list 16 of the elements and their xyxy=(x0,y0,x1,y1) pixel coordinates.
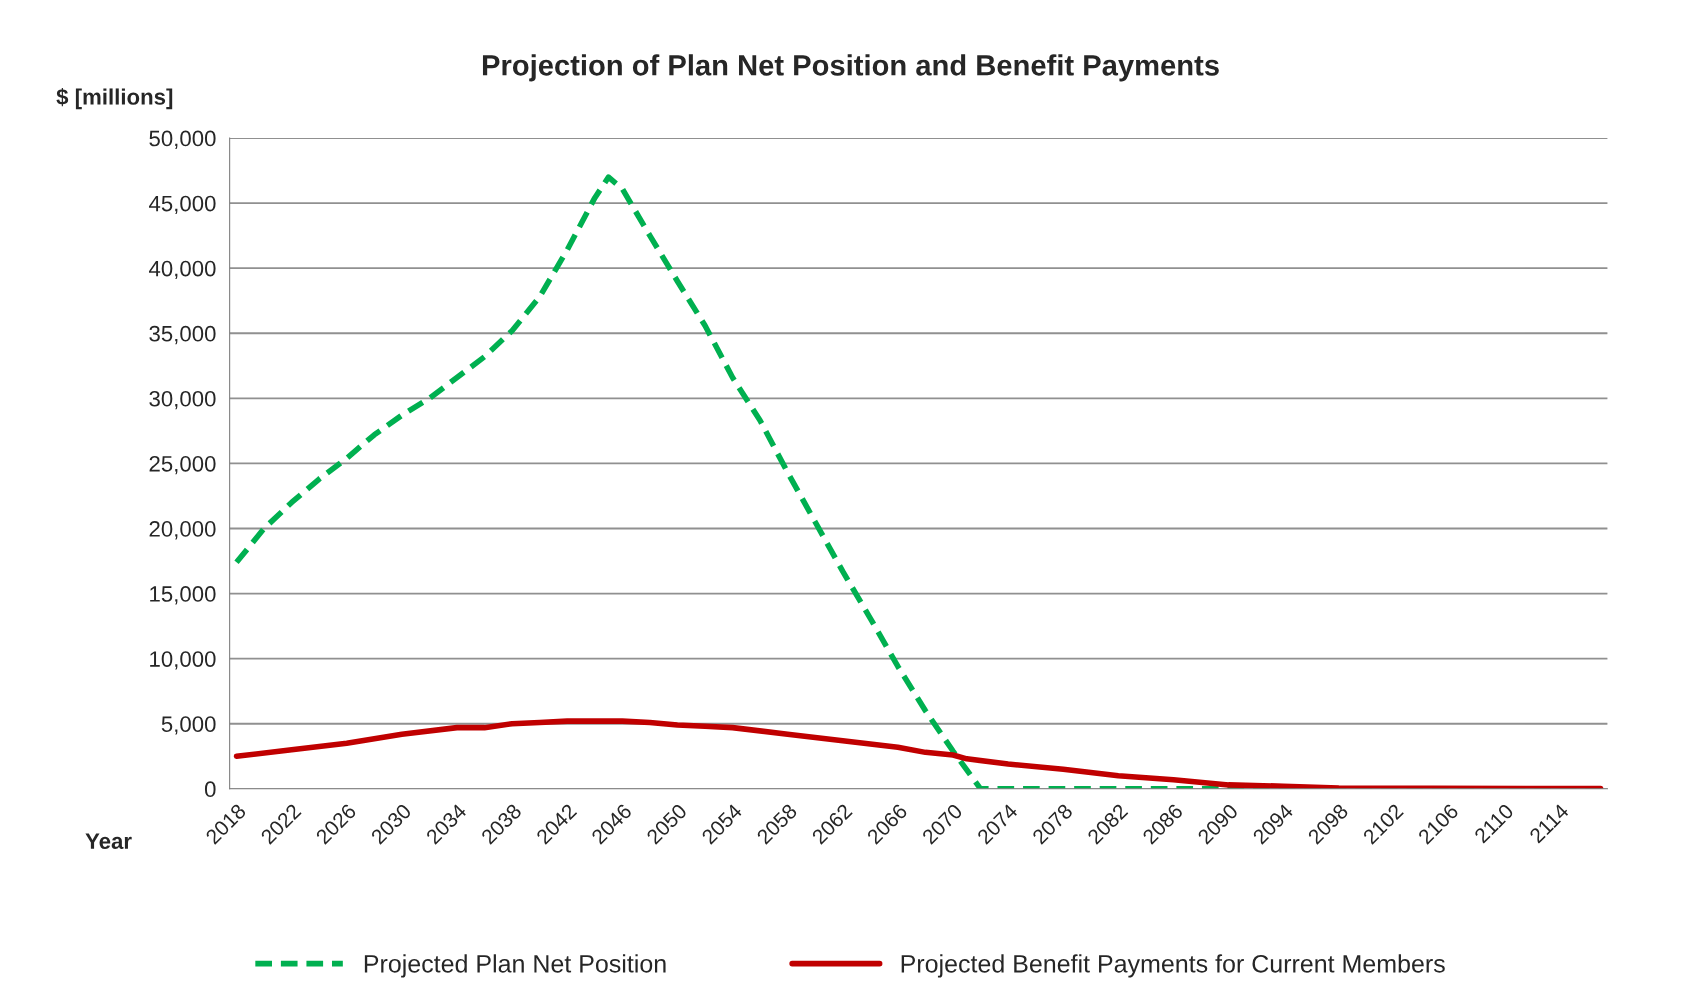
y-axis-title: $ [millions] xyxy=(56,88,173,110)
chart-title: Projection of Plan Net Position and Benefit Payments xyxy=(482,54,1219,82)
y-tick-label: 50,000 xyxy=(149,130,216,149)
y-tick-label: 25,000 xyxy=(149,455,216,475)
y-tick-label: 5,000 xyxy=(161,716,216,735)
y-tick-label: 40,000 xyxy=(148,260,216,280)
y-tick-label: 10,000 xyxy=(150,651,216,670)
y-tick-label: 0 xyxy=(204,781,216,798)
y-tick-label: 15,000 xyxy=(150,586,216,605)
y-tick-label: 35,000 xyxy=(149,325,216,345)
y-tick-label: 20,000 xyxy=(149,521,216,540)
y-tick-label: 45,000 xyxy=(148,195,216,215)
y-tick-label: 30,000 xyxy=(149,390,216,410)
legend-label: Projected Benefit Payments for Current Members xyxy=(901,954,1445,978)
x-axis-title: Year xyxy=(85,833,132,849)
legend-label: Projected Plan Net Position xyxy=(364,954,666,978)
